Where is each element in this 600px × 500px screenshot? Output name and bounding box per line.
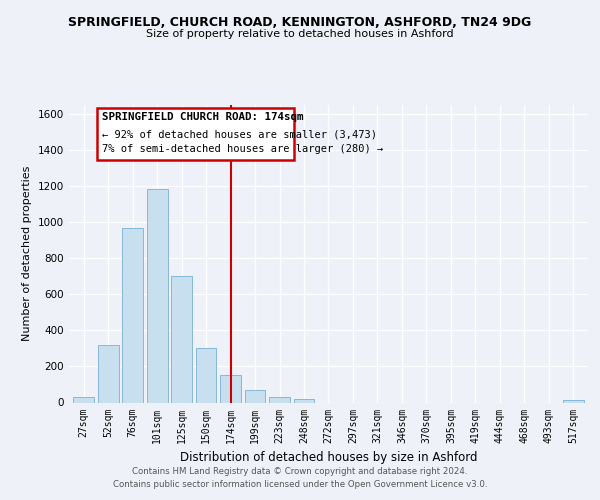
FancyBboxPatch shape	[97, 108, 294, 160]
Text: ← 92% of detached houses are smaller (3,473): ← 92% of detached houses are smaller (3,…	[101, 130, 377, 140]
Text: Contains public sector information licensed under the Open Government Licence v3: Contains public sector information licen…	[113, 480, 487, 489]
Bar	[245, 390, 265, 402]
Text: Contains HM Land Registry data © Crown copyright and database right 2024.: Contains HM Land Registry data © Crown c…	[132, 467, 468, 476]
Bar	[171, 276, 192, 402]
Text: SPRINGFIELD CHURCH ROAD: 174sqm: SPRINGFIELD CHURCH ROAD: 174sqm	[101, 112, 303, 122]
Text: Size of property relative to detached houses in Ashford: Size of property relative to detached ho…	[146, 29, 454, 39]
Bar	[293, 399, 314, 402]
Bar	[122, 228, 143, 402]
Bar	[98, 345, 119, 403]
Bar	[147, 189, 167, 402]
Bar	[73, 397, 94, 402]
Text: SPRINGFIELD, CHURCH ROAD, KENNINGTON, ASHFORD, TN24 9DG: SPRINGFIELD, CHURCH ROAD, KENNINGTON, AS…	[68, 16, 532, 29]
Bar	[563, 400, 584, 402]
Bar	[196, 348, 217, 403]
Text: 7% of semi-detached houses are larger (280) →: 7% of semi-detached houses are larger (2…	[101, 144, 383, 154]
X-axis label: Distribution of detached houses by size in Ashford: Distribution of detached houses by size …	[180, 451, 477, 464]
Bar	[220, 376, 241, 402]
Y-axis label: Number of detached properties: Number of detached properties	[22, 166, 32, 342]
Bar	[269, 397, 290, 402]
